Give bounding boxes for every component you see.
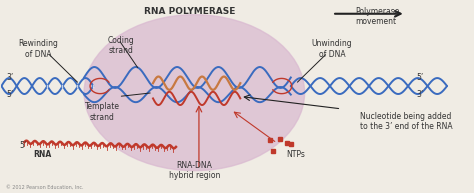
Text: © 2012 Pearson Education, Inc.: © 2012 Pearson Education, Inc. <box>6 185 83 190</box>
Text: 5’: 5’ <box>417 73 424 82</box>
Text: Template
strand: Template strand <box>85 102 120 122</box>
Text: RNA: RNA <box>34 150 52 159</box>
Text: RNA POLYMERASE: RNA POLYMERASE <box>144 7 236 16</box>
Text: 3’: 3’ <box>417 90 424 99</box>
Text: Polymerase
movement: Polymerase movement <box>355 7 400 26</box>
Text: RNA-DNA
hybrid region: RNA-DNA hybrid region <box>169 161 220 180</box>
Text: Coding
strand: Coding strand <box>108 36 134 55</box>
Text: 5’: 5’ <box>6 90 13 99</box>
Text: 5’: 5’ <box>20 141 27 151</box>
Ellipse shape <box>84 15 305 171</box>
Text: 3’: 3’ <box>6 73 13 82</box>
Text: Nucleotide being added
to the 3’ end of the RNA: Nucleotide being added to the 3’ end of … <box>360 112 452 131</box>
Text: Rewinding
of DNA: Rewinding of DNA <box>18 39 58 59</box>
Text: Unwinding
of DNA: Unwinding of DNA <box>312 39 353 59</box>
Text: NTPs: NTPs <box>286 150 305 159</box>
